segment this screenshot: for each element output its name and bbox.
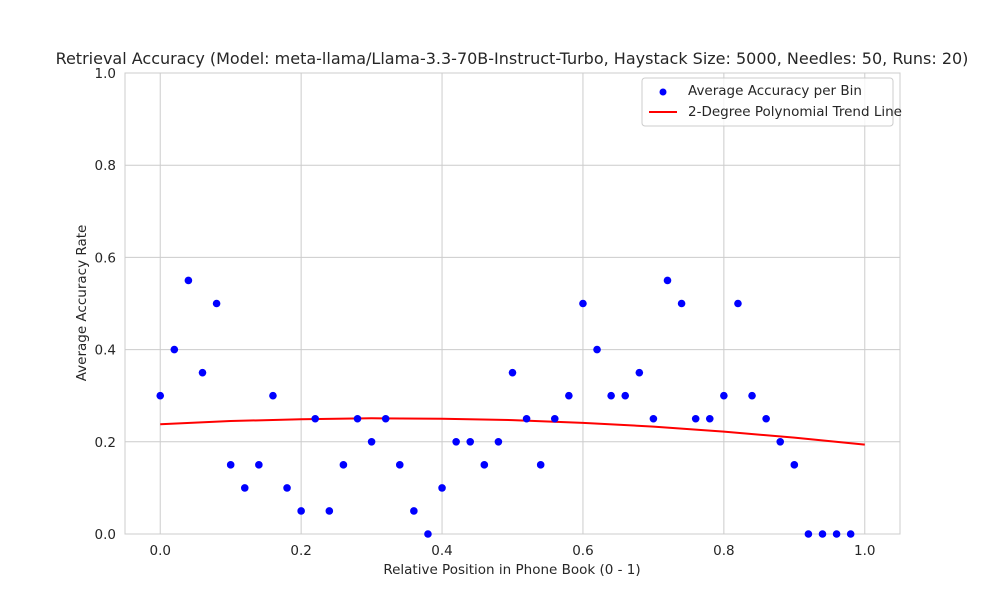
x-tick-label: 1.0 — [854, 543, 875, 559]
plot-area-background — [125, 73, 900, 534]
scatter-point — [184, 276, 193, 285]
scatter-point — [311, 414, 320, 423]
scatter-point — [804, 530, 813, 538]
scatter-point — [410, 507, 418, 515]
scatter-point — [734, 299, 742, 308]
scatter-point — [565, 391, 573, 400]
x-tick-label: 0.4 — [431, 543, 452, 559]
y-tick-label: 0.6 — [95, 250, 116, 266]
scatter-point — [663, 276, 672, 285]
scatter-point — [367, 438, 376, 446]
scatter-point — [818, 530, 827, 538]
scatter-point — [550, 414, 559, 423]
scatter-point — [846, 530, 855, 538]
scatter-point — [438, 484, 446, 492]
chart-title: Retrieval Accuracy (Model: meta-llama/Ll… — [56, 49, 969, 68]
scatter-point — [705, 414, 714, 423]
y-axis-label: Average Accuracy Rate — [74, 225, 90, 382]
x-tick-label: 0.0 — [149, 543, 170, 559]
scatter-point — [395, 461, 404, 469]
scatter-point — [649, 414, 658, 423]
scatter-point — [522, 414, 531, 423]
scatter-point — [720, 391, 728, 400]
x-tick-label: 0.8 — [713, 543, 734, 559]
x-tick-labels: 0.0 0.2 0.4 0.6 0.8 1.0 — [149, 543, 875, 559]
scatter-point — [339, 461, 348, 469]
scatter-point — [776, 438, 785, 446]
y-tick-label: 0.8 — [95, 158, 116, 174]
scatter-point — [762, 414, 770, 423]
scatter-point — [240, 484, 249, 492]
legend-scatter-marker — [659, 88, 667, 96]
x-tick-label: 0.2 — [290, 543, 311, 559]
scatter-point — [269, 391, 277, 400]
scatter-point — [593, 345, 601, 354]
scatter-point — [226, 461, 235, 469]
scatter-point — [790, 461, 799, 469]
scatter-point — [480, 461, 489, 469]
scatter-point — [381, 414, 390, 423]
y-tick-label: 0.2 — [95, 435, 116, 451]
y-tick-label: 1.0 — [95, 66, 116, 82]
scatter-point — [255, 461, 263, 469]
scatter-point — [466, 438, 475, 446]
scatter-point — [212, 299, 221, 308]
scatter-point — [156, 391, 165, 400]
x-axis-label: Relative Position in Phone Book (0 - 1) — [383, 562, 640, 578]
plot-area-frame — [124, 72, 901, 535]
scatter-point — [607, 391, 615, 400]
scatter-point — [353, 414, 362, 423]
scatter-point — [452, 438, 460, 446]
scatter-point — [691, 414, 700, 423]
legend-label-trend: 2-Degree Polynomial Trend Line — [688, 104, 902, 120]
scatter-point — [424, 530, 432, 538]
legend: Average Accuracy per Bin 2-Degree Polyno… — [641, 77, 902, 127]
scatter-point — [494, 438, 503, 446]
scatter-point — [198, 368, 207, 377]
scatter-point — [677, 299, 686, 308]
scatter-point — [579, 299, 587, 308]
y-tick-labels: 0.0 0.2 0.4 0.6 0.8 1.0 — [95, 66, 116, 543]
scatter-point — [283, 484, 291, 492]
scatter-point — [170, 345, 179, 354]
scatter-point — [748, 391, 756, 400]
y-tick-label: 0.4 — [95, 343, 116, 359]
legend-label-scatter: Average Accuracy per Bin — [688, 83, 862, 99]
scatter-point — [536, 461, 545, 469]
scatter-point — [635, 368, 644, 377]
x-tick-label: 0.6 — [572, 543, 593, 559]
scatter-point — [621, 391, 630, 400]
scatter-point — [297, 507, 305, 515]
y-tick-label: 0.0 — [95, 527, 116, 543]
series — [156, 276, 865, 538]
scatter-point — [325, 507, 334, 515]
trend-line — [160, 417, 865, 446]
scatter-point — [508, 368, 517, 377]
scatter-point — [832, 530, 841, 538]
legend-box — [641, 77, 894, 127]
